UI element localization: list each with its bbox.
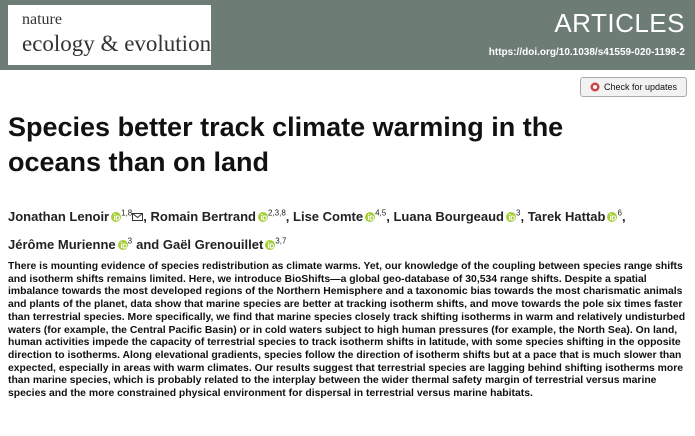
check-updates-button[interactable]: Check for updates: [580, 77, 687, 97]
author: Lise Comte 4,5,: [293, 209, 390, 224]
separator: ,: [621, 209, 626, 225]
affiliation: 2,3,8: [267, 209, 286, 218]
affiliation: 6: [617, 209, 622, 218]
affiliation: 1,8: [121, 209, 133, 218]
affiliation: 3: [127, 236, 133, 246]
author-name: Romain Bertrand: [150, 209, 256, 225]
orcid-icon[interactable]: [265, 239, 276, 250]
author: Luana Bourgeaud 3,: [393, 209, 524, 224]
check-icon: [590, 82, 600, 92]
button-label: Check for updates: [603, 82, 678, 92]
journal-name: nature: [22, 11, 62, 28]
author-list: Jonathan Lenoir 1,8, Romain Bertrand 2,3,8…: [8, 202, 688, 257]
affiliation: 4,5: [375, 209, 387, 218]
author: Jérôme Murienne 3 and: [8, 236, 160, 252]
affiliation: 3: [515, 209, 521, 218]
header-banner: nature ecology & evolution ARTICLES http…: [0, 0, 695, 70]
author-name: Gaël Grenouillet: [162, 236, 264, 252]
author-name: Lise Comte: [293, 209, 364, 225]
email-icon[interactable]: [132, 213, 144, 222]
author: Romain Bertrand 2,3,8,: [151, 209, 290, 224]
separator: ,: [143, 209, 147, 225]
separator: ,: [386, 209, 390, 225]
orcid-icon[interactable]: [607, 212, 618, 223]
orcid-icon[interactable]: [117, 239, 128, 250]
author-name: Tarek Hattab: [527, 209, 606, 225]
section-label: ARTICLES: [554, 8, 685, 38]
journal-logo: nature ecology & evolution: [8, 5, 211, 65]
orcid-icon[interactable]: [111, 212, 122, 223]
affiliation: 3,7: [275, 236, 287, 246]
journal-name: ecology & evolution: [22, 31, 212, 56]
orcid-icon[interactable]: [257, 212, 268, 223]
author-name: Jonathan Lenoir: [8, 209, 110, 225]
doi-link[interactable]: https://doi.org/10.1038/s41559-020-1198-…: [488, 47, 685, 58]
separator: ,: [285, 209, 290, 225]
orcid-icon[interactable]: [505, 212, 516, 223]
abstract: There is mounting evidence of species re…: [8, 261, 686, 400]
separator: ,: [520, 209, 525, 225]
author: Jonathan Lenoir 1,8,: [8, 209, 147, 224]
author-name: Jérôme Murienne: [8, 236, 116, 252]
author: Tarek Hattab 6,: [528, 209, 626, 224]
article-title: Species better track climate warming in …: [8, 112, 564, 177]
author: Gaël Grenouillet 3,7: [162, 236, 287, 252]
author-name: Luana Bourgeaud: [393, 209, 504, 225]
separator: and: [136, 236, 160, 252]
orcid-icon[interactable]: [365, 212, 376, 223]
